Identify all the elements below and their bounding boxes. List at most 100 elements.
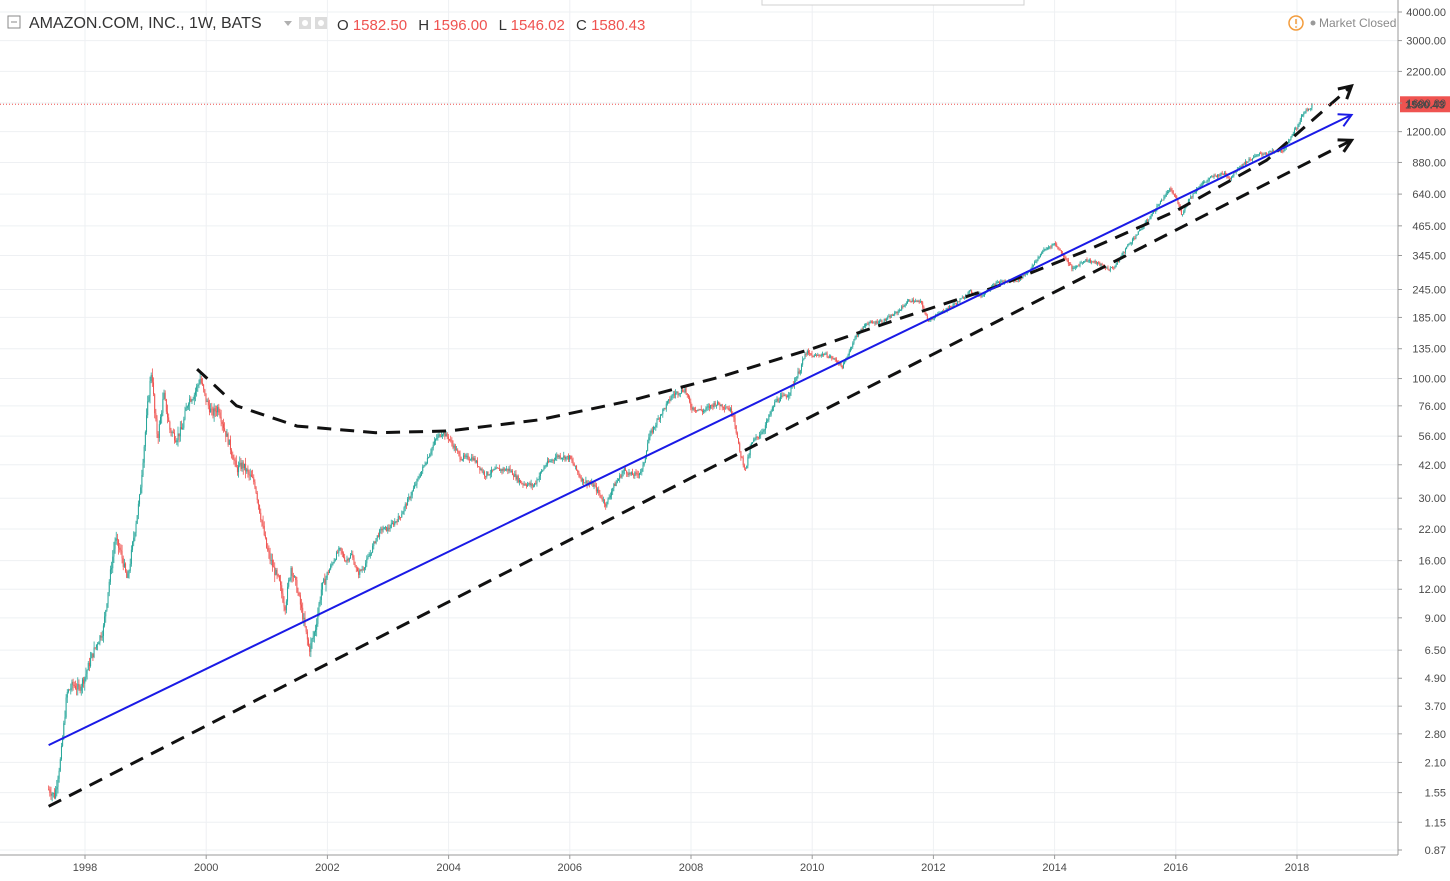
upper-channel-curve[interactable] xyxy=(196,84,1353,435)
candle-body xyxy=(1302,115,1304,117)
candle-body xyxy=(155,413,157,420)
candle-body xyxy=(1045,248,1047,250)
candle-body xyxy=(458,451,460,454)
candle-body xyxy=(1242,163,1244,167)
candle-body xyxy=(620,475,622,478)
candle-body xyxy=(819,355,821,357)
candle-body xyxy=(479,466,481,470)
candle-body xyxy=(778,401,780,403)
candle-body xyxy=(783,394,785,396)
candle-body xyxy=(797,371,799,377)
candle-body xyxy=(886,319,888,321)
candle-body xyxy=(817,354,819,356)
y-tick-label: 640.00 xyxy=(1412,189,1446,201)
candle-body xyxy=(863,325,865,327)
trend-line[interactable] xyxy=(48,114,1352,747)
candle-body xyxy=(917,300,919,302)
candle-body xyxy=(464,455,466,457)
candle-body xyxy=(1052,243,1054,245)
candle-body xyxy=(726,407,728,409)
candle-body xyxy=(104,616,106,626)
candle-body xyxy=(1206,180,1208,182)
candle-body xyxy=(1099,262,1101,266)
candle-body xyxy=(233,459,235,461)
candle-body xyxy=(76,688,78,690)
candle-body xyxy=(310,642,312,652)
candle-body xyxy=(528,483,530,485)
candle-body xyxy=(451,440,453,444)
candle-body xyxy=(616,480,618,483)
candle-body xyxy=(1112,267,1114,269)
chevron-down-icon[interactable] xyxy=(284,21,292,26)
candle-body xyxy=(1051,244,1053,248)
symbol-title[interactable]: AMAZON.COM, INC., 1W, BATS xyxy=(29,15,262,32)
candle-body xyxy=(473,458,475,461)
candle-body xyxy=(658,418,660,420)
candle-body xyxy=(366,558,368,564)
candle-body xyxy=(143,446,145,463)
candle-body xyxy=(192,399,194,400)
candle-body xyxy=(738,438,740,444)
candle-body xyxy=(1229,177,1231,179)
candle-body xyxy=(369,553,371,557)
candle-body xyxy=(761,432,763,435)
candle-body xyxy=(531,483,533,487)
x-tick-label: 2010 xyxy=(800,862,824,874)
candle-body xyxy=(884,318,886,321)
candle-body xyxy=(743,465,745,468)
candle-body xyxy=(478,466,480,467)
y-tick-label: 2200.00 xyxy=(1406,66,1446,78)
candle-body xyxy=(133,537,135,543)
candle-body xyxy=(78,683,80,687)
lower-channel-line[interactable] xyxy=(47,138,1353,808)
candle-body xyxy=(1086,259,1088,262)
candle-body xyxy=(1199,186,1201,188)
candle-body xyxy=(537,479,539,481)
candle-body xyxy=(1080,262,1082,264)
collapse-icon[interactable] xyxy=(7,15,21,29)
candle-body xyxy=(1050,246,1052,248)
candle-body xyxy=(532,485,534,487)
candle-body xyxy=(187,404,189,407)
candle-body xyxy=(719,404,721,407)
candle-body xyxy=(1078,265,1080,267)
candle-body xyxy=(1024,274,1026,276)
candle-body xyxy=(226,433,228,437)
candle-body xyxy=(637,474,639,476)
candle-body xyxy=(153,382,155,395)
candle-body xyxy=(444,432,446,437)
candle-body xyxy=(764,425,766,431)
candle-body xyxy=(881,320,883,323)
candle-body xyxy=(947,308,949,310)
candle-body xyxy=(1025,273,1027,275)
candle-body xyxy=(1176,196,1178,200)
candle-body xyxy=(748,455,750,458)
candle-body xyxy=(405,504,407,506)
candle-body xyxy=(439,434,441,437)
candle-body xyxy=(866,323,868,325)
candle-body xyxy=(390,523,392,529)
candle-body xyxy=(1135,235,1137,239)
candle-body xyxy=(344,557,346,561)
popup-edge xyxy=(761,0,1025,6)
x-tick-label: 2016 xyxy=(1164,862,1188,874)
candle-body xyxy=(527,484,529,487)
candle-body xyxy=(291,567,293,576)
candle-body xyxy=(818,354,820,356)
candle-body xyxy=(880,320,882,322)
candle-body xyxy=(90,658,92,667)
candle-body xyxy=(584,482,586,484)
candle-body xyxy=(1292,133,1294,136)
candle-body xyxy=(93,647,95,658)
candle-body xyxy=(887,317,889,320)
candle-body xyxy=(162,399,164,413)
candle-body xyxy=(409,497,411,499)
candle-body xyxy=(1281,149,1283,152)
candle-body xyxy=(865,324,867,326)
candle-body xyxy=(270,559,272,561)
warning-icon[interactable] xyxy=(1288,15,1304,31)
candle-body xyxy=(663,408,665,410)
candle-body xyxy=(139,494,141,504)
candle-body xyxy=(558,455,560,457)
